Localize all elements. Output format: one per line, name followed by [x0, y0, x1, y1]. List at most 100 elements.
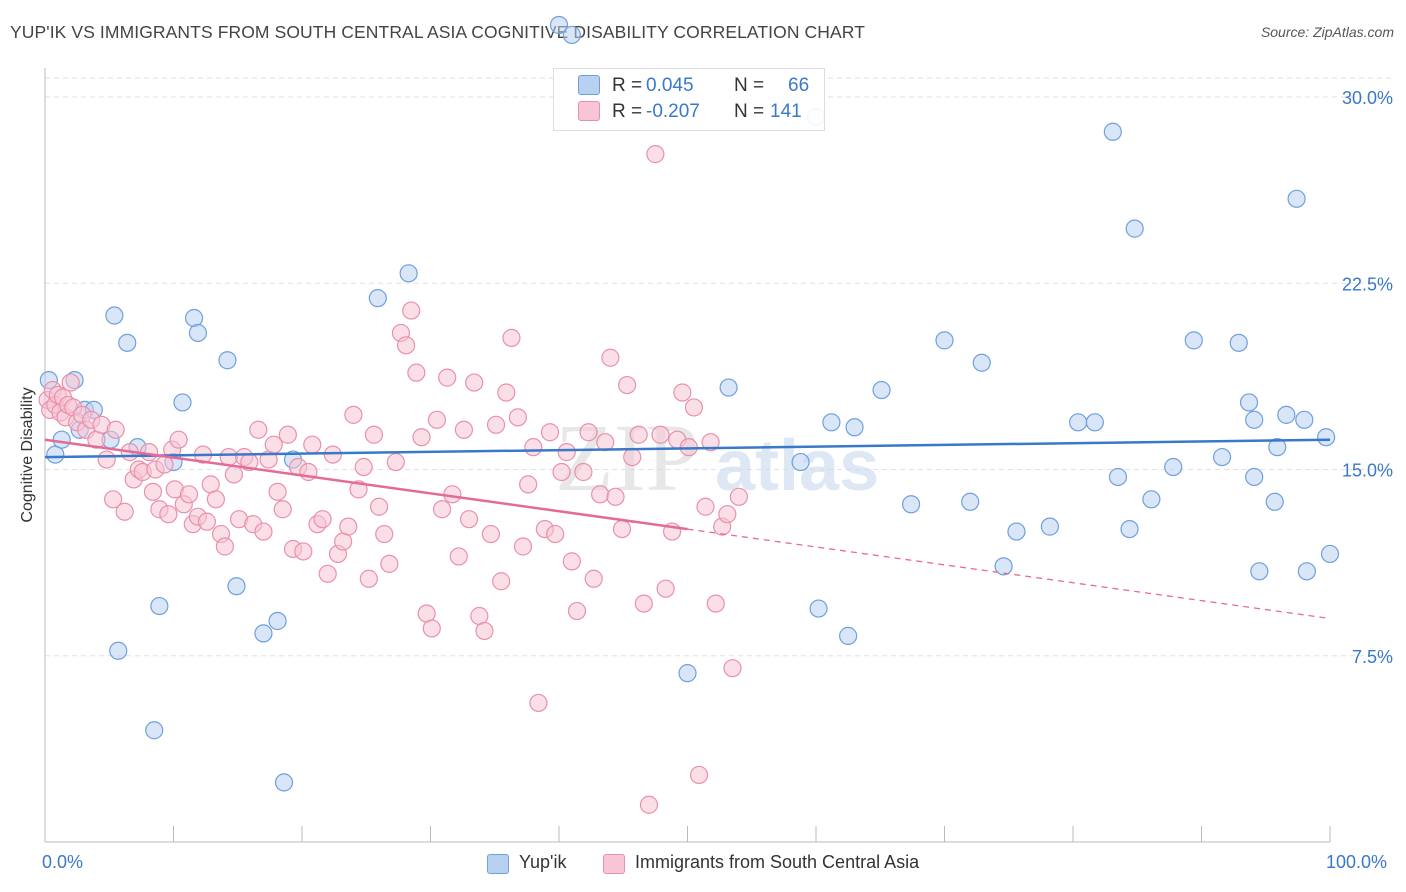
immigrants-point-104 — [529, 693, 548, 713]
yupik-point-19 — [227, 577, 246, 596]
immigrants-point-44 — [219, 447, 238, 467]
immigrants-point-121 — [623, 447, 642, 467]
yupik-point-61 — [1277, 405, 1296, 424]
immigrants-point-87 — [438, 368, 457, 387]
immigrants-point-81 — [407, 363, 426, 382]
immigrants-point-140 — [729, 487, 749, 506]
yupik-point-62 — [1287, 189, 1306, 208]
immigrants-point-138 — [718, 505, 737, 524]
yupik-point-39 — [961, 492, 980, 511]
immigrants-point-69 — [344, 405, 363, 424]
yupik-point-52 — [1184, 331, 1203, 350]
immigrants-point-122 — [629, 425, 648, 444]
series-legend: Yup'ik Immigrants from South Central Asi… — [0, 852, 1406, 878]
immigrants-point-99 — [502, 328, 521, 347]
source-credit: Source: ZipAtlas.com — [1260, 24, 1394, 40]
immigrants-point-111 — [567, 601, 587, 621]
legend-swatch-yupik — [487, 854, 509, 874]
yupik-point-63 — [1295, 410, 1314, 429]
yupik-point-59 — [1265, 492, 1284, 511]
yupik-point-2 — [52, 430, 71, 449]
immigrants-point-73 — [364, 425, 384, 444]
stats-row-yupik: R = 0.045 N = 66 — [554, 75, 824, 101]
yupik-point-36 — [872, 380, 891, 400]
immigrants-point-126 — [651, 425, 670, 444]
immigrants-point-19 — [106, 420, 125, 439]
immigrants-point-100 — [508, 408, 527, 427]
immigrants-point-110 — [562, 552, 581, 571]
watermark: ZIP atlas — [555, 404, 879, 511]
yupik-point-10 — [118, 333, 137, 352]
immigrants-point-51 — [254, 522, 273, 541]
y-tick-label-3: 30.0% — [1342, 88, 1393, 108]
immigrants-point-64 — [318, 564, 337, 583]
yupik-point-16 — [184, 308, 204, 328]
immigrants-point-74 — [370, 497, 389, 516]
immigrants-point-90 — [454, 420, 474, 439]
immigrants-point-94 — [475, 621, 494, 641]
yupik-point-9 — [109, 641, 128, 660]
r-label: R = — [612, 75, 643, 96]
n-label: N = — [734, 101, 765, 122]
immigrants-point-101 — [513, 537, 533, 556]
immigrants-point-30 — [159, 505, 178, 524]
y-tick-label-0: 7.5% — [1352, 647, 1393, 667]
yupik-point-21 — [268, 611, 287, 631]
yupik-point-33 — [822, 413, 841, 432]
immigrants-point-103 — [524, 438, 543, 457]
immigrants-point-68 — [339, 517, 358, 536]
immigrants-point-124 — [639, 795, 659, 814]
yupik-point-44 — [1069, 413, 1088, 432]
yupik-point-66 — [1320, 544, 1340, 564]
x-tick-label-min: 0.0% — [42, 852, 84, 872]
immigrants-point-106 — [540, 423, 560, 442]
yupik-point-34 — [839, 626, 858, 645]
yupik-point-30 — [791, 452, 810, 472]
immigrants-point-82 — [412, 428, 431, 447]
y-tick-labels: 7.5% 15.0% 22.5% 30.0% — [1342, 88, 1393, 667]
yupik-point-45 — [1085, 413, 1104, 432]
immigrants-point-133 — [689, 765, 709, 785]
immigrants-point-9 — [61, 373, 80, 392]
immigrants-point-76 — [380, 554, 399, 573]
immigrants-point-112 — [574, 462, 593, 482]
r-value: 0.045 — [646, 75, 694, 96]
series-yupik-points — [39, 15, 1340, 792]
yupik-point-49 — [1125, 219, 1144, 238]
y-tick-label-1: 15.0% — [1342, 461, 1393, 481]
immigrants-point-80 — [402, 301, 421, 320]
axes — [44, 68, 1331, 843]
immigrants-point-123 — [634, 594, 653, 613]
immigrants-point-119 — [612, 519, 632, 539]
n-value: 141 — [770, 101, 802, 122]
yupik-point-35 — [845, 418, 864, 437]
immigrants-point-134 — [696, 497, 715, 516]
y-tick-label-2: 22.5% — [1342, 274, 1393, 294]
r-value: -0.207 — [646, 101, 700, 122]
immigrants-point-29 — [155, 455, 174, 474]
immigrants-point-53 — [264, 435, 283, 454]
yupik-point-64 — [1297, 562, 1316, 581]
immigrants-point-130 — [673, 383, 692, 402]
immigrants-point-71 — [354, 457, 373, 477]
immigrants-point-89 — [449, 547, 468, 566]
immigrants-point-43 — [215, 537, 234, 556]
immigrants-point-136 — [706, 594, 725, 613]
immigrants-point-132 — [684, 398, 704, 417]
immigrants-point-97 — [492, 572, 511, 591]
yupik-point-15 — [173, 393, 192, 412]
immigrants-point-95 — [481, 524, 500, 544]
yupik-point-25 — [399, 264, 418, 283]
r-label: R = — [612, 101, 643, 122]
immigrants-point-113 — [579, 423, 598, 442]
yupik-point-40 — [972, 353, 991, 372]
immigrants-point-114 — [584, 569, 603, 588]
immigrants-point-118 — [606, 487, 625, 506]
yupik-point-65 — [1317, 428, 1336, 447]
n-value: 66 — [788, 75, 810, 96]
immigrants-point-135 — [701, 433, 720, 452]
swatch-immigrants — [578, 101, 600, 121]
yupik-point-28 — [678, 664, 697, 683]
yupik-point-58 — [1250, 562, 1269, 581]
yupik-point-27 — [562, 25, 581, 45]
